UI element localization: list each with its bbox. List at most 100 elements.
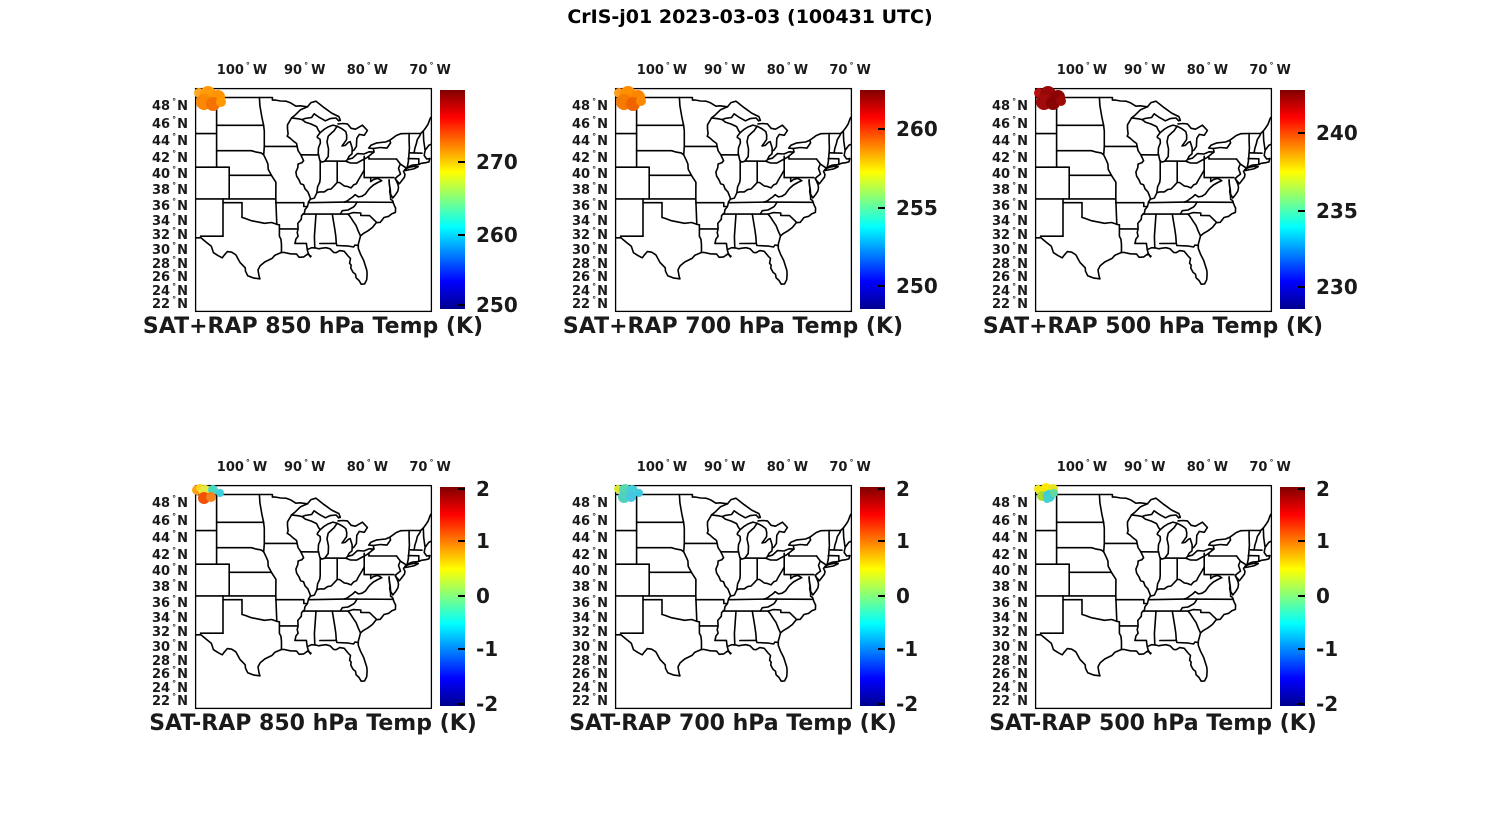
lat-tick-label: 46 °N [572,114,608,132]
panel-title: SAT+RAP 700 hPa Temp (K) [562,314,904,339]
obs-dot [216,97,226,107]
degree-symbol: ° [786,61,791,70]
colorbar-tick [878,595,885,598]
obs-scatter [614,86,646,111]
map-svg [614,484,853,710]
degree-symbol: ° [592,181,597,191]
degree-symbol: ° [592,608,597,618]
lat-tick-label: 22 °N [152,692,188,710]
colorbar-tick [458,540,465,543]
degree-symbol: ° [592,295,597,305]
lat-tick-label: 28 °N [992,651,1028,669]
lat-tick-label: 44 °N [572,529,608,547]
colorbar-tick [1298,487,1305,490]
lat-tick-label: 40 °N [572,165,608,183]
degree-symbol: ° [1012,608,1017,618]
lat-tick-label: 42 °N [992,149,1028,166]
degree-symbol: ° [665,458,670,467]
degree-symbol: ° [849,458,854,467]
lon-tick-label: 100 ° W [636,61,688,78]
lat-tick-label: 24 °N [152,282,188,300]
lat-tick-label: 36 °N [992,593,1028,611]
degree-symbol: ° [172,254,177,264]
lat-tick-label: 24 °N [992,679,1028,697]
degree-symbol: ° [1012,529,1017,539]
colorbar-tick [458,487,465,490]
colorbar-tick-label: -2 [1316,692,1339,717]
degree-symbol: ° [172,679,177,689]
degree-symbol: ° [1269,61,1274,70]
panel-title: SAT-RAP 700 hPa Temp (K) [569,711,897,736]
state-borders [1035,493,1272,682]
lat-tick-label: 30 °N [572,240,608,258]
obs-dot [1056,96,1066,106]
colorbar-tick [1298,703,1305,706]
degree-symbol: ° [172,226,177,236]
lon-tick-label: 70 ° W [409,61,451,78]
state-borders [615,493,852,682]
state-borders [195,96,432,285]
lat-tick-label: 40 °N [152,165,188,183]
colorbar-tick-label: 0 [476,584,490,609]
degree-symbol: ° [592,96,597,106]
lat-tick-label: 30 °N [152,637,188,655]
lon-tick-label: 80 ° W [766,61,809,78]
degree-symbol: ° [1012,665,1017,675]
lat-tick-label: 26 °N [152,665,188,683]
colorbar-tick-label: 2 [476,476,490,501]
lat-tick-label: 40 °N [572,562,608,580]
lat-tick-label: 34 °N [992,211,1028,229]
lon-tick-label: 100 ° W [1056,61,1108,78]
panel-sat-plus-rap-500: 100 ° W 90 ° W 80 ° W 70 ° W 48 °N 46 °N 44 °N 42 °N 40 °N 38 °… [970,55,1390,355]
degree-symbol: ° [1012,226,1017,236]
lat-tick-label: 48 °N [572,493,608,511]
colorbar [440,487,465,706]
degree-symbol: ° [172,196,177,206]
map-svg [192,484,433,710]
obs-scatter [1034,483,1058,503]
lat-tick-label: 34 °N [152,608,188,626]
obs-dot [1043,495,1051,503]
degree-symbol: ° [1085,61,1090,70]
lon-tick-label: 70 ° W [829,61,871,78]
lat-tick-label: 24 °N [992,282,1028,300]
lat-tick-label: 46 °N [992,511,1028,529]
degree-symbol: ° [1012,114,1017,124]
map-frame [1034,484,1273,710]
lat-tick-label: 26 °N [152,268,188,286]
degree-symbol: ° [1269,458,1274,467]
lat-tick-label: 32 °N [572,226,608,244]
lat-tick-label: 32 °N [992,623,1028,641]
colorbar-tick [1298,286,1305,289]
degree-symbol: ° [592,562,597,572]
degree-symbol: ° [592,226,597,236]
lat-tick-label: 32 °N [152,623,188,641]
lat-tick-label: 40 °N [992,165,1028,183]
colorbar-tick [878,703,885,706]
colorbar-tick-label: -1 [896,637,919,662]
colorbar-tick-label: 235 [1316,199,1358,224]
degree-symbol: ° [592,679,597,689]
colorbar-tick-label: 1 [1316,529,1330,554]
lat-tick-label: 28 °N [572,651,608,669]
degree-symbol: ° [172,529,177,539]
map-svg [614,86,853,313]
lat-tick-label: 38 °N [572,578,608,596]
degree-symbol: ° [592,493,597,503]
degree-symbol: ° [592,149,597,158]
degree-symbol: ° [172,295,177,305]
lat-tick-label: 42 °N [992,546,1028,563]
degree-symbol: ° [172,181,177,191]
lat-tick-label: 36 °N [572,593,608,611]
lon-tick-label: 90 ° W [284,61,326,78]
lon-tick-label: 90 ° W [704,61,746,78]
lon-tick-label: 100 ° W [636,458,688,475]
degree-symbol: ° [172,132,177,142]
lon-tick-label: 80 ° W [346,458,389,475]
colorbar-tick [458,304,465,307]
degree-symbol: ° [304,61,309,70]
map-svg [1034,86,1273,313]
degree-symbol: ° [592,254,597,264]
lat-tick-label: 46 °N [152,114,188,132]
